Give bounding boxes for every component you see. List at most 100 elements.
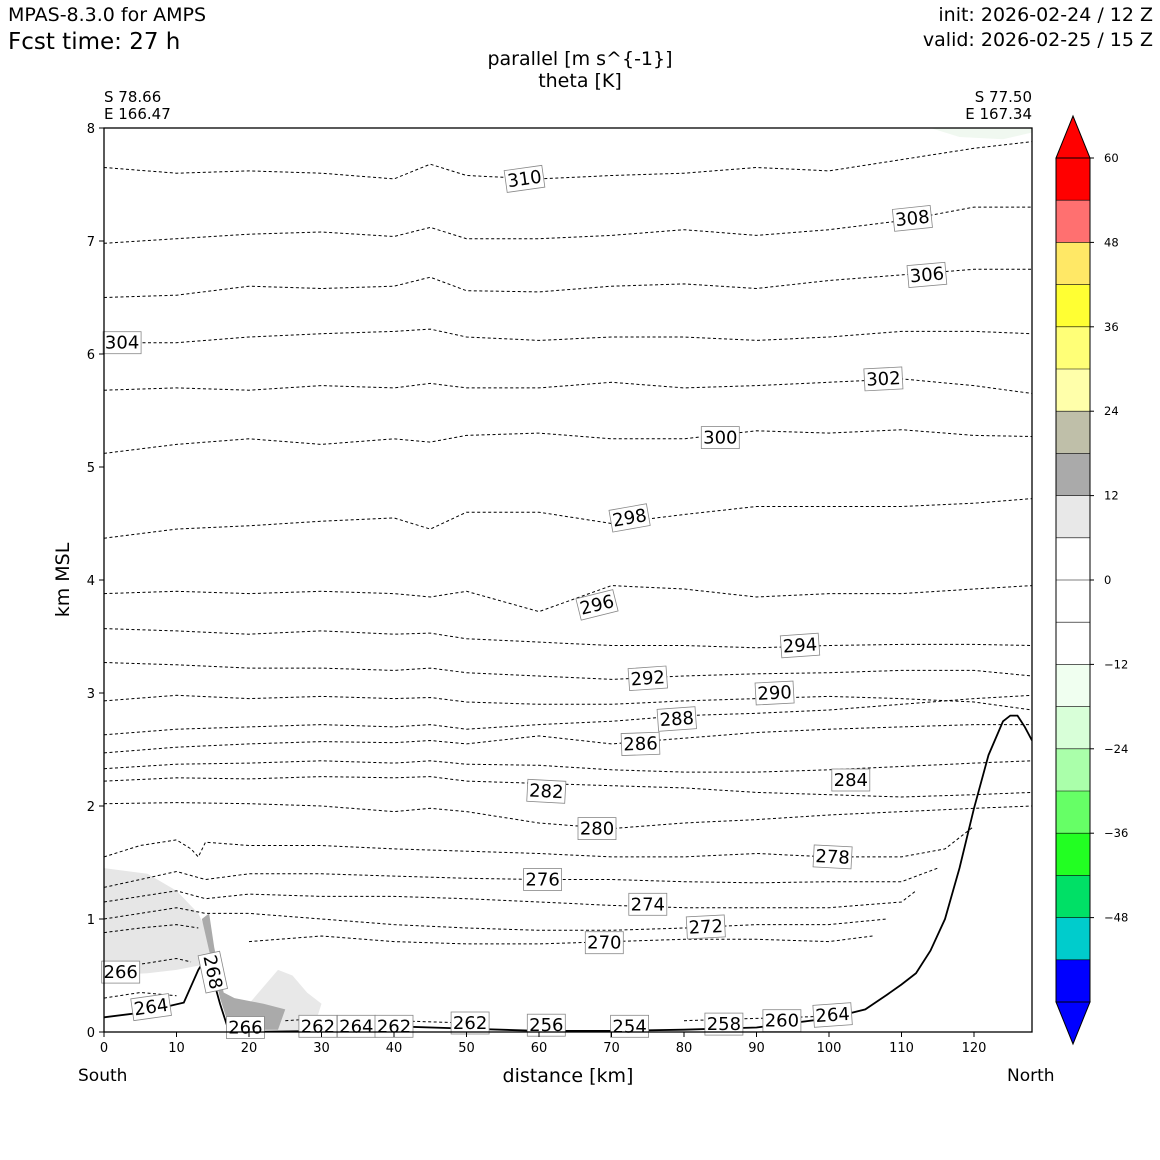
contour-label-288-11: 288 [656, 706, 697, 732]
contour-label-text: 284 [834, 770, 868, 791]
theta-contour-296 [104, 585, 1032, 613]
contour-label-text: 282 [529, 780, 564, 803]
colorbar-segment [1056, 959, 1090, 1002]
contour-label-text: 264 [815, 1004, 851, 1027]
colorbar-segment [1056, 453, 1090, 496]
contour-label-308-1: 308 [891, 205, 933, 232]
contour-label-text: 270 [587, 933, 621, 954]
contour-label-box [523, 868, 562, 891]
left-endpoint-lat: S 78.66 [104, 88, 162, 106]
contour-label-box [779, 632, 821, 659]
contour-label-284-13: 284 [831, 768, 871, 792]
y-tick-label: 7 [87, 235, 95, 250]
contour-label-text: 264 [339, 1016, 373, 1037]
y-tick-label: 2 [87, 800, 95, 815]
colorbar-segment [1056, 242, 1090, 285]
x-tick-label: 40 [386, 1041, 403, 1056]
colorbar-tick-label: 12 [1104, 489, 1119, 503]
contour-label-260-32: 260 [762, 1009, 802, 1033]
contour-label-box [700, 426, 740, 450]
colorbar-under-arrow [1055, 1001, 1091, 1046]
colorbar-over-arrow [1055, 114, 1091, 159]
colorbar-segment [1056, 833, 1090, 876]
contour-label-266-22: 266 [101, 960, 141, 984]
init-time: init: 2026-02-24 / 12 Z [938, 4, 1153, 26]
x-tick-label: 30 [313, 1041, 330, 1056]
contour-label-274-18: 274 [628, 892, 668, 916]
contour-label-text: 254 [612, 1016, 646, 1037]
model-title: MPAS-8.3.0 for AMPS [8, 4, 207, 26]
right-endpoint-lon: E 167.34 [965, 105, 1032, 123]
x-tick-label: 90 [748, 1041, 765, 1056]
x-tick-label: 10 [168, 1041, 185, 1056]
contour-label-272-19: 272 [685, 914, 726, 940]
contour-label-box [102, 331, 142, 355]
contour-label-text: 272 [688, 916, 723, 939]
contour-label-box [526, 778, 567, 804]
x-tick-label: 20 [241, 1041, 258, 1056]
contour-label-290-10: 290 [754, 680, 795, 706]
colorbar-tick-label: 48 [1104, 235, 1119, 249]
contour-label-text: 260 [765, 1011, 799, 1032]
theta-contour-310 [104, 141, 1032, 180]
colorbar-segment [1056, 706, 1090, 749]
x-tick-label: 60 [531, 1041, 548, 1056]
theta-contour-270 [248, 935, 873, 945]
contour-label-box [812, 844, 853, 870]
contour-label-box [620, 731, 661, 756]
contour-label-box [584, 931, 624, 955]
contour-label-box [608, 503, 651, 533]
x-axis-label: distance [km] [502, 1065, 634, 1087]
theta-contour-268 [104, 924, 199, 934]
left-endpoint-lon: E 166.47 [104, 105, 171, 123]
contour-label-box [906, 261, 948, 288]
colorbar-segment [1056, 326, 1090, 369]
contour-label-text: 262 [301, 1016, 335, 1037]
colorbar-segment [1056, 791, 1090, 834]
contour-label-270-20: 270 [584, 931, 624, 955]
contour-label-text: 310 [506, 167, 543, 193]
y-tick-label: 8 [87, 122, 95, 137]
contour-label-box [627, 665, 668, 692]
contour-label-310-0: 310 [503, 164, 546, 193]
contour-label-262-28: 262 [450, 1011, 490, 1035]
chart-title-line2: theta [K] [538, 70, 622, 92]
colorbar-segment [1056, 537, 1090, 580]
contour-label-box [225, 1016, 265, 1039]
theta-contour-284 [104, 760, 1032, 773]
contour-label-text: 306 [909, 263, 945, 287]
contour-label-264-26: 264 [336, 1014, 376, 1038]
colorbar-segment [1056, 622, 1090, 665]
x-tick-label: 110 [889, 1041, 914, 1056]
contour-label-box [526, 1013, 566, 1037]
contour-label-254-30: 254 [610, 1014, 649, 1038]
contour-label-box [891, 205, 933, 232]
contour-label-282-14: 282 [526, 778, 567, 804]
colorbar-segment [1056, 411, 1090, 454]
contour-label-266-24: 266 [225, 1016, 265, 1039]
contour-label-302-4: 302 [863, 366, 904, 392]
forecast-time: Fcst time: 27 h [8, 29, 181, 55]
x-tick-label: 80 [676, 1041, 693, 1056]
contour-label-box [450, 1011, 490, 1035]
x-tick-label: 0 [100, 1041, 108, 1056]
contour-label-264-23: 264 [130, 993, 172, 1022]
y-tick-label: 0 [87, 1026, 95, 1041]
contour-label-296-7: 296 [575, 589, 619, 621]
contour-label-text: 268 [198, 953, 226, 991]
positive-shade-dark-slope [201, 913, 286, 1030]
colorbar-tick-label: −24 [1104, 742, 1128, 756]
colorbar-segment [1056, 284, 1090, 327]
contour-label-text: 262 [453, 1013, 487, 1034]
contour-label-292-9: 292 [627, 665, 668, 692]
contour-label-278-16: 278 [812, 844, 853, 870]
contour-label-text: 288 [659, 708, 695, 731]
colorbar-segment [1056, 495, 1090, 538]
contour-label-text: 286 [623, 733, 658, 755]
theta-contour-304 [104, 328, 1032, 344]
colorbar-segment [1056, 580, 1090, 623]
contour-label-box [831, 768, 871, 792]
theta-contour-300 [104, 429, 1032, 454]
theta-contour-294 [104, 628, 1032, 649]
y-tick-label: 1 [87, 913, 95, 928]
